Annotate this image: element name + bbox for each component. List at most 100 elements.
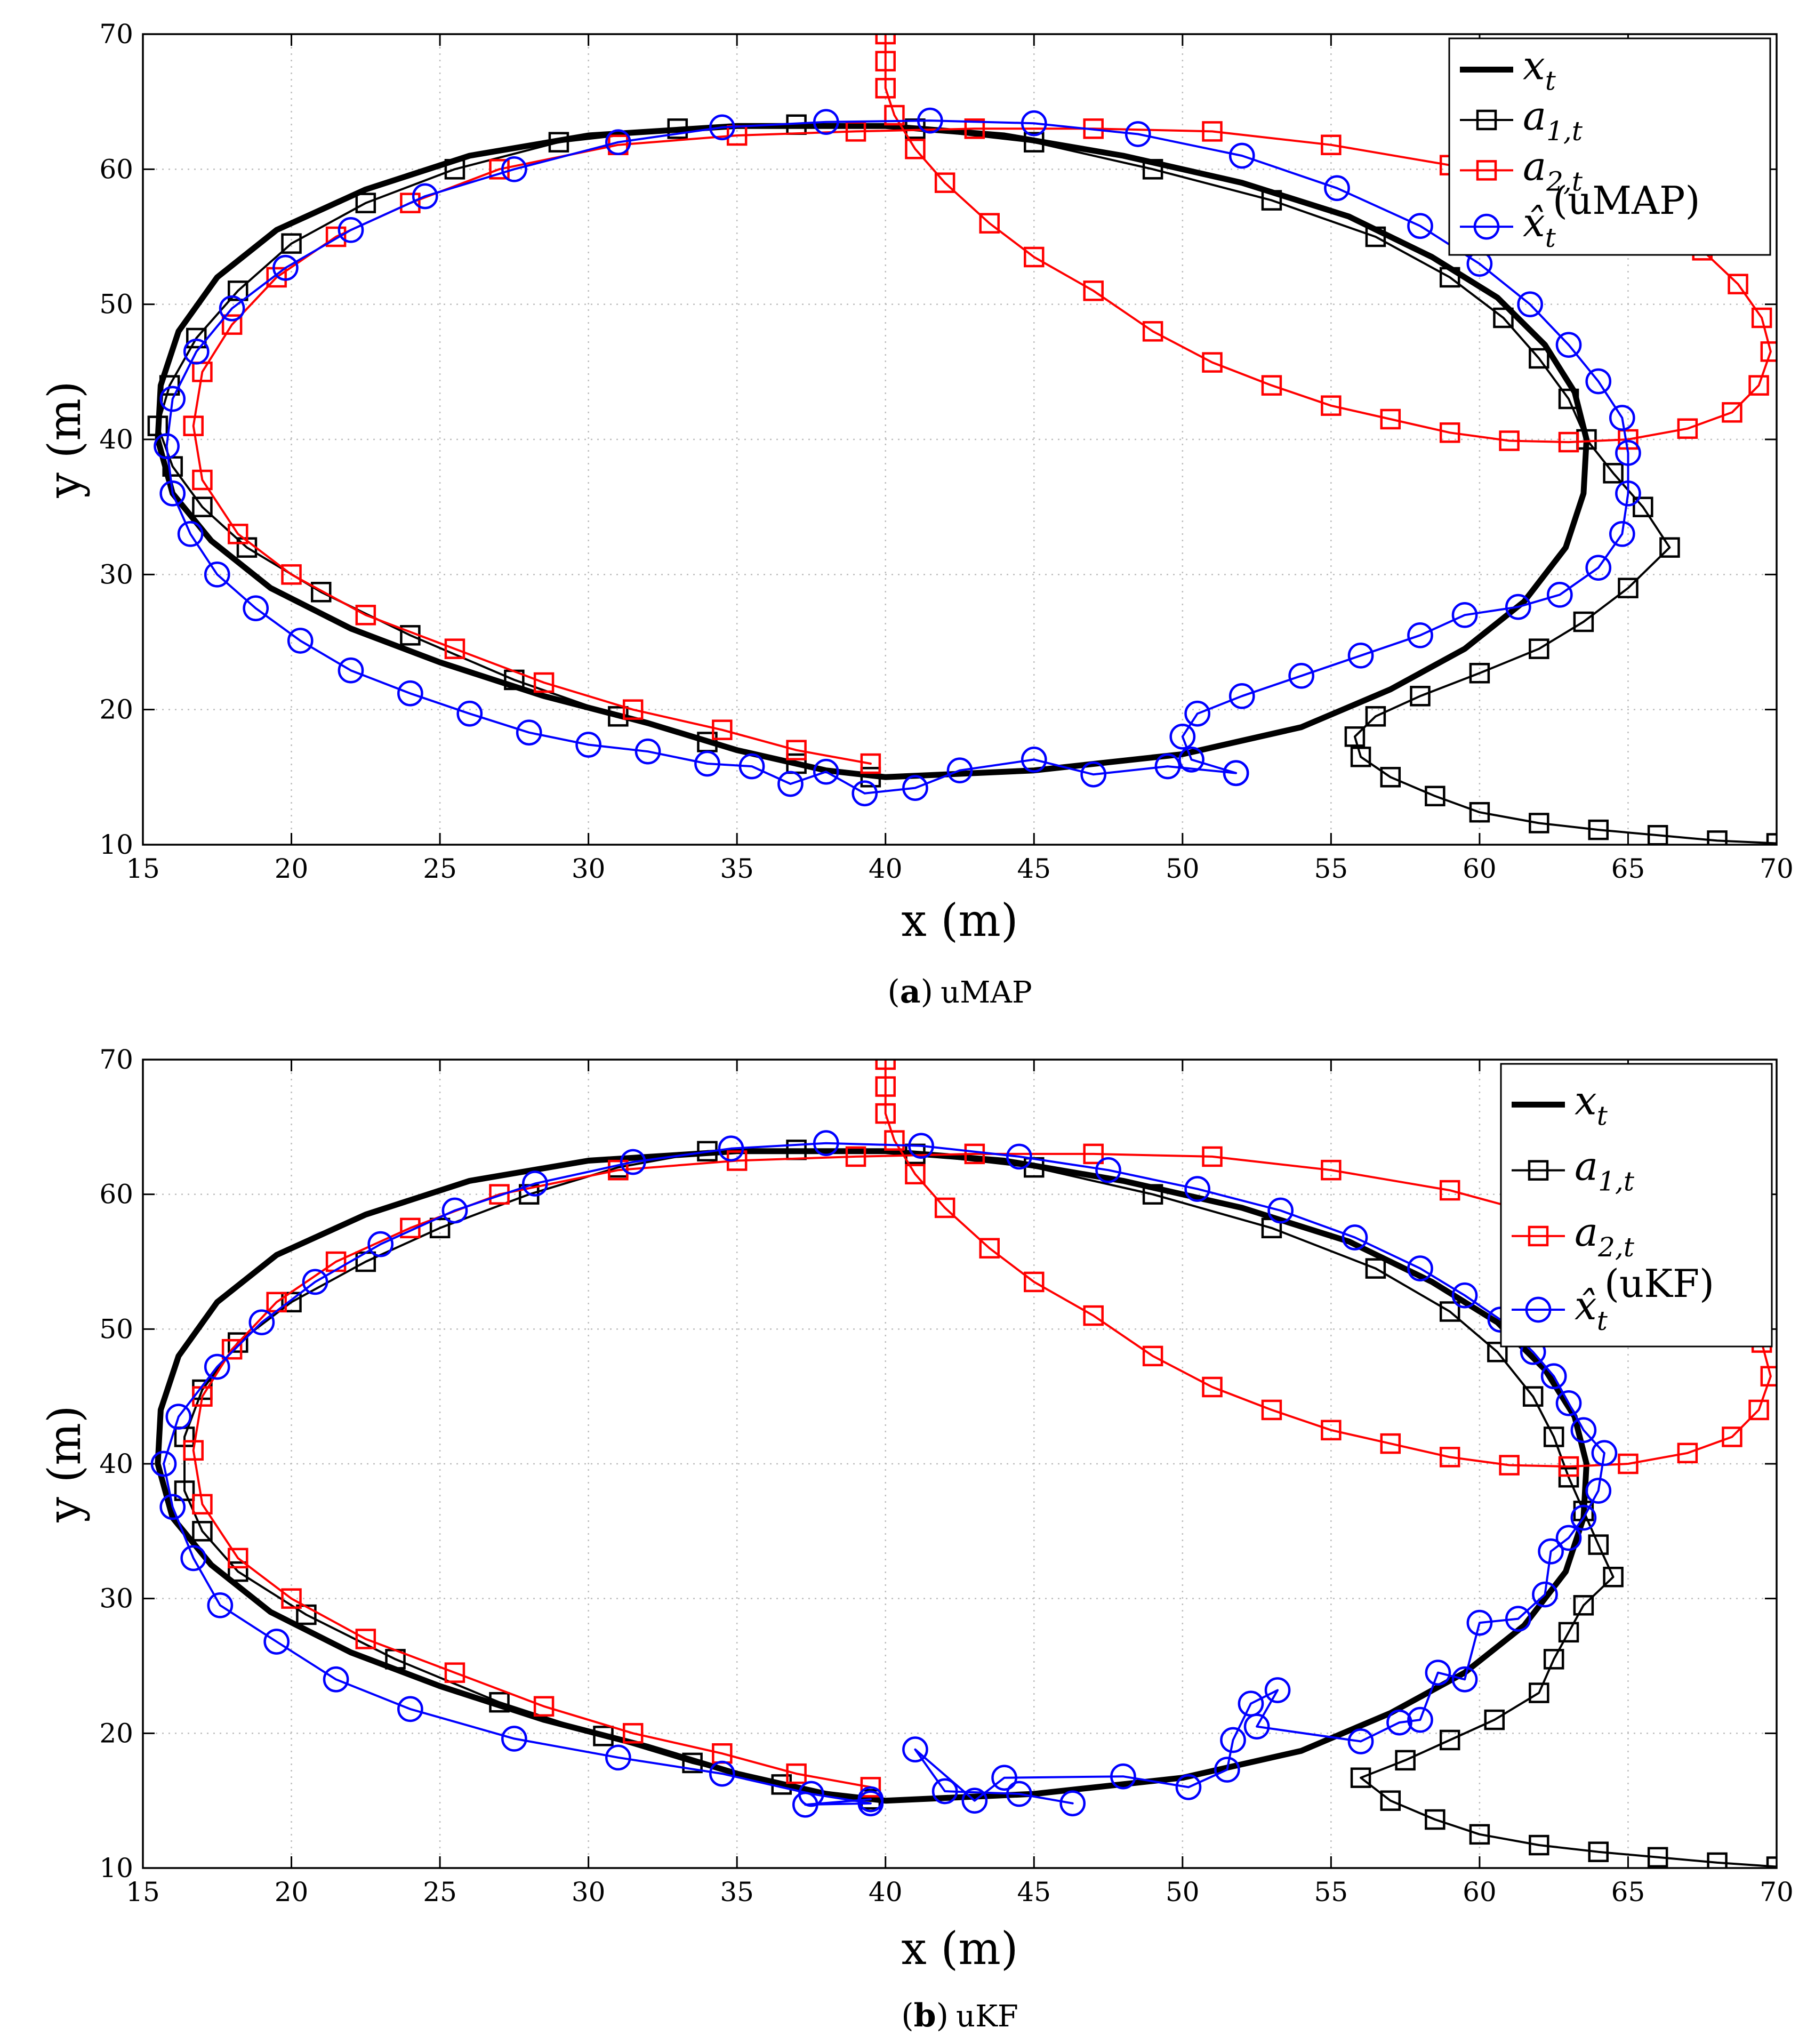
legend-superscript: (uKF) — [1604, 1261, 1714, 1306]
square-marker — [1493, 307, 1514, 328]
square-marker — [1321, 134, 1342, 155]
circle-marker — [1538, 1538, 1564, 1565]
y-tick-label: 70 — [99, 19, 133, 50]
square-marker — [1588, 819, 1609, 840]
circle-marker — [1407, 213, 1433, 239]
series-line — [183, 1149, 1777, 1868]
circle-marker — [204, 561, 230, 588]
square-marker — [1529, 813, 1549, 833]
square-marker — [1529, 1834, 1549, 1856]
circle-marker — [1407, 622, 1433, 648]
circle-marker — [204, 1353, 230, 1380]
square-marker — [1558, 431, 1579, 453]
circle-marker — [1125, 121, 1151, 147]
square-marker — [1751, 307, 1772, 328]
square-marker — [192, 496, 213, 517]
legend-name: a — [1575, 1144, 1598, 1190]
circle-marker — [931, 1778, 958, 1805]
circle-marker — [1288, 662, 1315, 689]
x-tick-label: 30 — [572, 853, 606, 884]
circle-marker — [1451, 602, 1478, 628]
square-marker — [489, 159, 510, 180]
circle-marker — [456, 700, 483, 727]
circle-marker — [397, 680, 423, 707]
square-marker — [667, 118, 688, 139]
circle-marker — [243, 595, 269, 622]
square-marker — [1647, 1847, 1668, 1868]
circle-marker — [605, 1744, 631, 1771]
square-marker — [281, 1588, 302, 1609]
circle-marker — [1347, 642, 1374, 669]
circle-marker — [1555, 332, 1582, 358]
square-marker — [979, 213, 1000, 234]
x-tick-label: 40 — [869, 853, 903, 884]
circle-marker — [397, 1696, 423, 1722]
circle-marker — [620, 1149, 646, 1175]
square-marker — [884, 105, 905, 126]
y-tick-label: 70 — [99, 1044, 133, 1075]
y-axis-label: y (m) — [38, 1405, 91, 1522]
square-marker — [1766, 1856, 1777, 1868]
square-marker — [1499, 430, 1520, 451]
circle-marker — [1407, 1255, 1433, 1281]
square-marker — [1142, 321, 1163, 342]
square-marker — [1766, 833, 1777, 845]
circle-marker — [1080, 761, 1107, 788]
circle-marker — [183, 338, 210, 365]
square-marker — [1659, 537, 1680, 558]
x-tick-label: 70 — [1760, 853, 1794, 884]
square-marker — [311, 582, 332, 603]
square-marker — [1380, 408, 1401, 430]
square-marker — [355, 1629, 376, 1649]
circle-marker — [501, 156, 527, 182]
square-marker — [400, 193, 421, 213]
square-marker — [228, 280, 248, 301]
square-marker — [183, 1440, 204, 1461]
square-marker — [444, 1662, 465, 1683]
circle-marker — [902, 775, 928, 801]
panel-b-ukf: 15 20 25 30 35 40 45 50 55 60 65 70 10 20 30 40 50 60 70 x … — [38, 1044, 1794, 2034]
plot-frame — [142, 33, 1778, 846]
series-line — [165, 119, 1629, 795]
square-marker — [1573, 1595, 1594, 1616]
x-tick-label: 40 — [869, 1877, 903, 1907]
square-marker — [1365, 706, 1386, 727]
square-marker — [1395, 1750, 1416, 1771]
square-marker — [860, 753, 881, 774]
square-marker — [1202, 1376, 1223, 1398]
circle-marker — [248, 1309, 275, 1336]
legend-name: a — [1523, 93, 1546, 139]
circle-marker — [441, 1197, 468, 1224]
circle-marker — [1006, 1781, 1032, 1807]
square-marker — [444, 159, 465, 180]
square-marker — [1202, 1146, 1223, 1167]
legend-subscript: 2,t — [1597, 1232, 1635, 1263]
square-marker — [221, 314, 243, 335]
circle-marker — [501, 1726, 527, 1752]
circle-marker — [1546, 581, 1573, 608]
circle-marker — [777, 771, 804, 797]
series-3 — [154, 107, 1641, 807]
square-marker — [1528, 1225, 1549, 1247]
x-axis-label: x (m) — [901, 894, 1018, 947]
square-marker — [1439, 267, 1460, 288]
legend-label: a1,t — [1575, 1144, 1635, 1197]
circle-marker — [852, 780, 878, 807]
square-marker — [1529, 348, 1549, 369]
square-marker — [1425, 785, 1445, 807]
legend-superscript: (uMAP) — [1553, 178, 1700, 223]
square-marker — [1365, 1258, 1386, 1279]
square-marker — [608, 706, 629, 727]
square-marker — [1476, 109, 1497, 131]
circle-marker — [1110, 1763, 1136, 1790]
square-marker — [875, 1076, 896, 1097]
circle-marker — [323, 1666, 349, 1693]
square-marker — [1380, 1433, 1401, 1454]
square-marker — [1024, 246, 1045, 268]
y-tick-label: 20 — [99, 694, 133, 725]
square-marker — [1261, 1399, 1282, 1421]
square-marker — [1083, 1305, 1104, 1326]
square-marker — [875, 78, 896, 99]
circle-marker — [575, 732, 601, 758]
legend-label: a2,t — [1575, 1209, 1635, 1263]
